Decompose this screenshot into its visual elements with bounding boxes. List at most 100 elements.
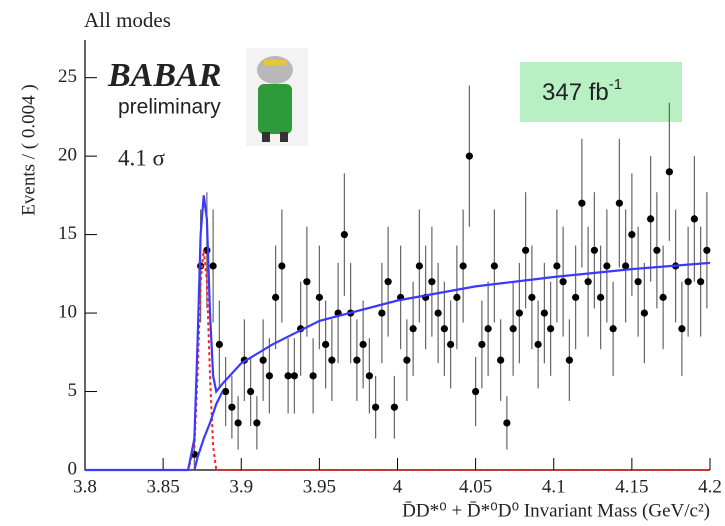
y-axis-label: Events / ( 0.004 ) <box>18 84 39 215</box>
data-point <box>503 419 511 427</box>
data-point <box>678 325 686 333</box>
data-point <box>472 387 480 396</box>
data-point <box>284 372 292 380</box>
data-point <box>684 278 692 286</box>
y-tick-label: 25 <box>58 66 77 87</box>
data-point <box>615 199 623 207</box>
x-axis-label: D̄D*⁰ + D̄*⁰D⁰ Invariant Mass (GeV/c²) <box>402 500 710 521</box>
data-point <box>309 372 317 380</box>
data-point <box>465 152 473 160</box>
data-point <box>597 293 605 301</box>
data-point <box>315 293 323 301</box>
data-point <box>484 325 492 333</box>
y-tick-label: 5 <box>68 380 78 401</box>
data-point <box>228 403 236 411</box>
data-point <box>434 309 442 317</box>
y-tick-label: 0 <box>68 458 78 479</box>
x-tick-label: 3.8 <box>73 476 97 497</box>
data-point <box>440 325 448 333</box>
data-point <box>690 215 698 223</box>
data-point <box>322 340 330 349</box>
data-point <box>459 262 467 270</box>
x-tick-label: 4.05 <box>459 476 492 497</box>
luminosity-box <box>520 62 682 122</box>
data-point <box>609 325 617 333</box>
logo: BABAR <box>107 57 221 94</box>
data-point <box>603 262 611 270</box>
data-point <box>584 278 592 286</box>
data-point <box>590 246 598 254</box>
data-point <box>290 372 298 380</box>
x-tick-label: 3.85 <box>147 476 180 497</box>
data-point <box>265 372 273 380</box>
data-point <box>372 403 380 411</box>
data-point <box>222 387 230 396</box>
data-point <box>653 246 661 254</box>
luminosity-text: 347 fb <box>542 79 609 106</box>
data-point <box>247 387 255 396</box>
data-point <box>640 309 648 317</box>
data-point <box>628 230 636 239</box>
data-point <box>403 356 411 364</box>
data-point <box>328 356 336 364</box>
data-point <box>272 293 280 301</box>
x-tick-label: 4.2 <box>698 476 722 497</box>
y-tick-label: 10 <box>58 301 77 322</box>
data-point <box>703 246 711 254</box>
data-point <box>340 230 348 239</box>
data-point <box>634 278 642 286</box>
data-point <box>253 419 261 427</box>
plot-area: 3.8 3.85 3.9 3.95 4 4.05 4.1 4.15 4.2 0 5 10 15 20 25 <box>58 40 722 497</box>
x-tick-label: 4.15 <box>615 476 648 497</box>
fit-curve <box>85 250 710 471</box>
data-point <box>540 309 548 317</box>
data-point <box>234 419 242 427</box>
significance: 4.1 σ <box>118 145 166 170</box>
data-point <box>278 262 286 270</box>
fit-curve <box>193 391 224 471</box>
x-tick-label: 3.95 <box>303 476 336 497</box>
data-point <box>522 246 530 254</box>
data-point <box>303 278 311 286</box>
data-point <box>359 340 367 349</box>
y-tick-label: 20 <box>58 144 77 165</box>
data-point <box>490 262 498 270</box>
data-point <box>478 340 486 349</box>
data-point <box>515 309 523 317</box>
data-point <box>528 293 536 301</box>
data-point <box>384 278 392 286</box>
data-point <box>572 293 580 301</box>
x-tick-label: 4.1 <box>542 476 566 497</box>
data-point <box>409 325 417 333</box>
luminosity-sup: -1 <box>609 76 622 93</box>
data-point <box>534 340 542 349</box>
data-point <box>565 356 573 364</box>
mascot <box>246 48 308 146</box>
data-point <box>209 262 217 270</box>
logo-subtitle: preliminary <box>118 96 221 119</box>
data-point <box>659 293 667 301</box>
data-point <box>647 215 655 223</box>
data-point <box>578 199 586 207</box>
data-point <box>415 262 423 270</box>
chart-title: All modes <box>84 8 171 32</box>
data-point <box>553 262 561 270</box>
data-point <box>665 168 673 176</box>
data-point <box>509 325 517 333</box>
data-point <box>547 325 555 333</box>
data-point <box>447 340 455 349</box>
data-point <box>697 278 705 286</box>
data-point <box>259 356 267 364</box>
x-tick-label: 3.9 <box>229 476 253 497</box>
fit-curve <box>85 195 711 472</box>
x-tick-label: 4 <box>393 476 403 497</box>
luminosity: 347 fb-1 <box>542 76 622 106</box>
data-point <box>353 356 361 364</box>
y-tick-label: 15 <box>58 223 77 244</box>
data-point <box>622 262 630 270</box>
data-point <box>215 340 223 349</box>
data-point <box>378 309 386 317</box>
data-point <box>453 293 461 301</box>
data-point <box>497 356 505 364</box>
